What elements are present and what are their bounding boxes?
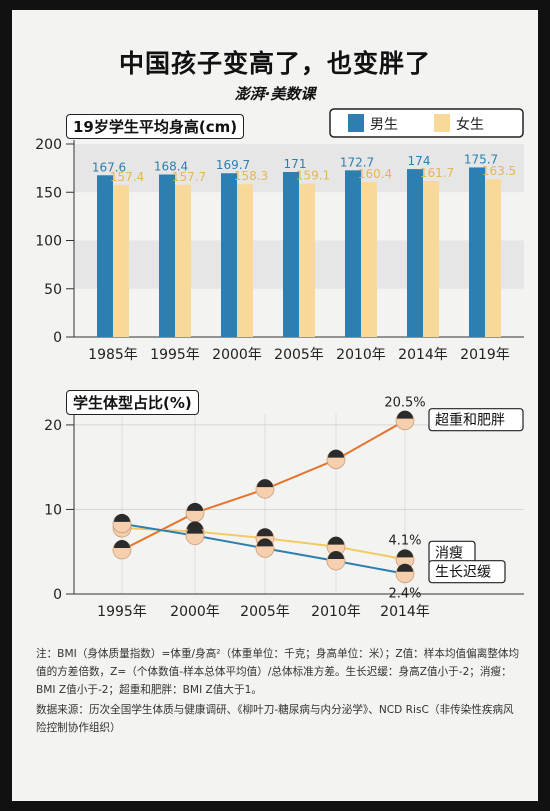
- bar-value-label: 175.7: [464, 152, 498, 166]
- bar-value-label: 158.3: [234, 169, 268, 183]
- point-hair: [328, 449, 344, 458]
- legend-swatch: [434, 114, 450, 132]
- bar-male: [159, 174, 175, 337]
- series-point: [395, 563, 415, 584]
- bar-female: [423, 180, 439, 337]
- legend-box: [329, 108, 524, 138]
- series-label-text: 生长迟缓: [435, 565, 491, 581]
- bar-male: [407, 169, 423, 337]
- bar-male: [469, 167, 485, 337]
- bar-male: [345, 170, 361, 337]
- series-label: 生长迟缓: [428, 560, 506, 584]
- bar-value-label: 174: [408, 154, 431, 168]
- annotation-stunted: 2.4%: [388, 587, 421, 602]
- bar-value-label: 169.7: [216, 158, 250, 172]
- point-hair: [397, 410, 413, 419]
- bar-female: [175, 184, 191, 337]
- point-hair: [187, 502, 203, 511]
- brand-logo: 澎湃·美数课: [234, 85, 316, 103]
- point-hair: [257, 528, 273, 537]
- x-tick-label: 2005年: [240, 604, 290, 620]
- point-hair: [114, 513, 130, 522]
- bar-value-label: 160.4: [358, 167, 392, 181]
- notes: 注：BMI（身体质量指数）=体重/身高²（体重单位：千克；身高单位：米）；Z值：…: [36, 645, 522, 739]
- legend-label: 男生: [370, 117, 398, 133]
- point-hair: [328, 551, 344, 560]
- bar-value-label: 163.5: [482, 164, 516, 178]
- y-tick-label: 20: [44, 418, 62, 434]
- height-chart-title: 19岁学生平均身高(cm): [66, 114, 245, 139]
- x-tick-label: 2000年: [212, 347, 262, 363]
- bar-female: [361, 182, 377, 337]
- x-tick-label: 2010年: [336, 347, 386, 363]
- y-tick-label: 200: [35, 137, 62, 153]
- infographic: 中国孩子变高了，也变胖了 澎湃·美数课 0 50 100 150 200 167.6 157…: [12, 10, 538, 801]
- bar-value-label: 172.7: [340, 155, 374, 169]
- series-point: [185, 502, 205, 523]
- legend-label: 女生: [456, 116, 484, 133]
- x-tick-label: 2010年: [311, 604, 361, 620]
- series-point: [395, 549, 415, 569]
- point-hair: [397, 549, 413, 558]
- bar-female: [485, 179, 501, 337]
- bar-male: [283, 171, 299, 337]
- y-tick-label: 50: [44, 282, 62, 298]
- point-hair: [257, 479, 273, 488]
- bar-value-label: 161.7: [420, 166, 454, 180]
- y-tick-label: 0: [53, 330, 62, 346]
- series-label-box: [428, 560, 506, 584]
- bar-value-label: 157.7: [172, 170, 206, 184]
- series-label-text: 超重和肥胖: [435, 413, 505, 429]
- body-type-line-chart: 0 10 20 1995年 2000年 2005年 2010年 2014年 20.5% 4.1% 2…: [44, 396, 524, 620]
- bar-male: [221, 173, 237, 337]
- y-tick-label: 150: [35, 185, 62, 201]
- annotation-thin: 4.1%: [388, 533, 421, 548]
- point-hair: [114, 540, 130, 549]
- x-tick-label: 2014年: [380, 604, 430, 620]
- x-tick-label: 2014年: [398, 347, 448, 363]
- x-tick-label: 2019年: [460, 347, 510, 363]
- bar-value-label: 167.6: [92, 160, 126, 174]
- bar-female: [299, 183, 315, 337]
- bar-value-label: 168.4: [154, 159, 188, 173]
- main-title: 中国孩子变高了，也变胖了: [118, 49, 431, 78]
- series-point: [255, 538, 275, 558]
- note-definition: 注：BMI（身体质量指数）=体重/身高²（体重单位：千克；身高单位：米）；Z值：…: [36, 648, 520, 696]
- point-hair: [257, 538, 273, 547]
- y-tick-label: 10: [44, 502, 62, 518]
- point-hair: [397, 563, 413, 572]
- series-point: [395, 410, 415, 431]
- bar-female: [237, 184, 253, 337]
- legend: 男生 女生: [329, 108, 524, 138]
- x-tick-label: 1985年: [88, 347, 138, 363]
- series-label: 超重和肥胖: [428, 408, 524, 432]
- series-point: [255, 479, 275, 499]
- series-point: [326, 551, 346, 571]
- x-tick-label: 2000年: [170, 604, 220, 620]
- note-source: 数据来源：历次全国学生体质与健康调研、《柳叶刀-糖尿病与内分泌学》、NCD Ri…: [36, 704, 514, 734]
- series-point: [185, 525, 205, 546]
- series-label-box: [428, 408, 524, 432]
- y-tick-label: 100: [35, 234, 62, 250]
- annotation-overweight: 20.5%: [384, 396, 425, 411]
- bodytype-chart-title: 学生体型占比(%): [66, 390, 199, 415]
- series-label: 消瘦: [428, 540, 476, 564]
- x-tick-label: 2005年: [274, 347, 324, 363]
- series-label-text: 消瘦: [435, 544, 463, 561]
- bar-value-label: 171: [284, 157, 307, 171]
- x-tick-label: 1995年: [150, 347, 200, 363]
- point-hair: [187, 525, 203, 534]
- bar-male: [97, 175, 113, 337]
- x-tick-label: 1995年: [97, 604, 147, 620]
- legend-swatch: [348, 114, 364, 132]
- series-point: [326, 449, 346, 469]
- bar-value-label: 159.1: [296, 168, 330, 182]
- bar-female: [113, 185, 129, 337]
- series-point: [112, 540, 132, 560]
- y-tick-label: 0: [53, 587, 62, 603]
- series-point: [112, 513, 132, 534]
- bar-value-label: 157.4: [110, 170, 144, 184]
- point-hair: [328, 536, 344, 545]
